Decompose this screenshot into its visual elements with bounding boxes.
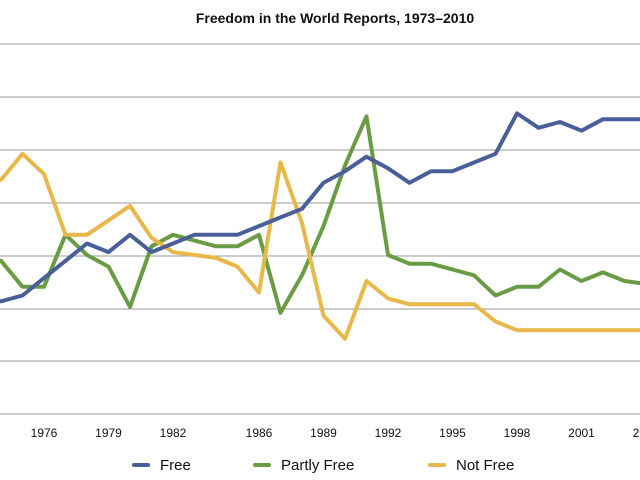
x-tick-label: 1979 xyxy=(95,426,122,440)
legend-label: Partly Free xyxy=(281,457,354,474)
chart-title: Freedom in the World Reports, 1973–2010 xyxy=(196,10,474,26)
x-tick-label: 1998 xyxy=(504,426,531,440)
series-line-partly-free xyxy=(0,114,640,315)
x-tick-label: 1995 xyxy=(439,426,466,440)
legend-label: Free xyxy=(160,457,191,474)
legend: Free Partly Free Not Free xyxy=(132,457,514,474)
x-tick-label: 1986 xyxy=(246,426,273,440)
x-tick-label: 2004 xyxy=(633,426,640,440)
series-lines xyxy=(0,111,640,341)
x-tick-label: 2001 xyxy=(568,426,595,440)
series-line-free xyxy=(0,111,640,304)
legend-label: Not Free xyxy=(456,457,514,474)
x-tick-label: 1982 xyxy=(160,426,187,440)
x-tick-labels: 1976 1979 1982 1986 1989 1992 1995 1998 2001 2004 xyxy=(31,426,640,440)
legend-item-partly-free: Partly Free xyxy=(253,457,354,474)
x-tick-label: 1989 xyxy=(310,426,337,440)
legend-item-free: Free xyxy=(132,457,191,474)
x-tick-label: 1976 xyxy=(31,426,58,440)
legend-item-not-free: Not Free xyxy=(428,457,514,474)
x-tick-label: 1992 xyxy=(375,426,402,440)
series-line-not-free xyxy=(0,151,640,341)
